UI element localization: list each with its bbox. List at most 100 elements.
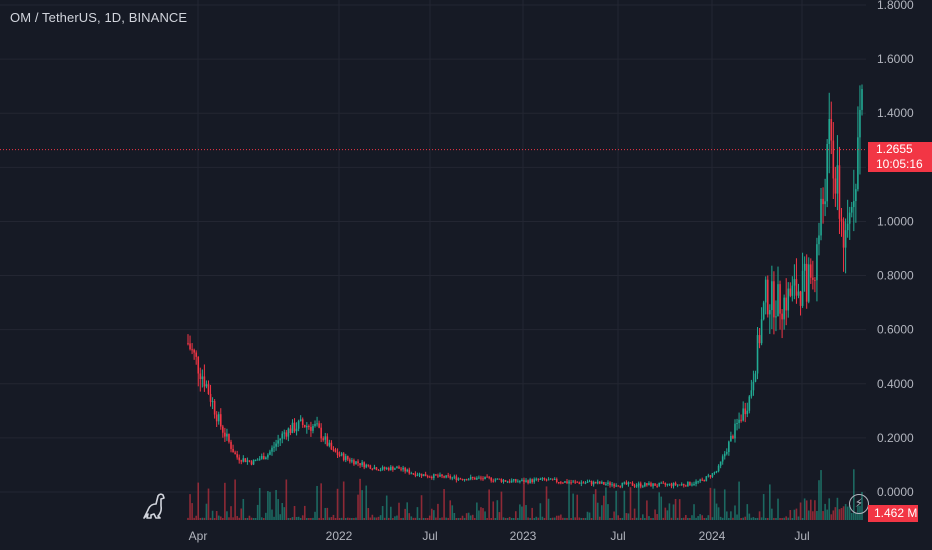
volume-bar bbox=[783, 517, 785, 520]
volume-bar bbox=[265, 512, 267, 520]
volume-bar bbox=[771, 508, 773, 520]
volume-bar bbox=[537, 517, 540, 520]
volume-bar bbox=[271, 509, 273, 520]
y-tick-label: 0.4000 bbox=[877, 377, 914, 391]
volume-bar bbox=[367, 507, 370, 520]
candle-body bbox=[844, 230, 847, 248]
volume-bar bbox=[390, 506, 392, 520]
volume-bar bbox=[717, 507, 720, 520]
candle-body bbox=[492, 480, 495, 482]
candle-body bbox=[549, 478, 552, 480]
volume-bar bbox=[629, 487, 632, 520]
candle-body bbox=[637, 483, 640, 486]
volume-bar bbox=[205, 503, 208, 520]
candle-body bbox=[387, 467, 390, 471]
volume-bar bbox=[318, 517, 320, 520]
volume-bar bbox=[445, 517, 447, 520]
volume-bar bbox=[592, 494, 595, 520]
candle-body bbox=[256, 459, 259, 461]
candle-body bbox=[355, 461, 357, 465]
volume-bar bbox=[275, 489, 277, 520]
candle-body bbox=[713, 472, 716, 474]
candle-body bbox=[682, 484, 685, 486]
volume-bar bbox=[541, 516, 544, 520]
volume-bar bbox=[346, 517, 349, 520]
candle-body bbox=[734, 423, 736, 439]
candle-body bbox=[230, 441, 232, 449]
candle-body bbox=[658, 482, 660, 486]
candle-body bbox=[578, 482, 581, 484]
volume-bar bbox=[226, 511, 228, 520]
volume-bar bbox=[824, 503, 826, 520]
candle-body bbox=[537, 478, 540, 480]
volume-bar bbox=[461, 515, 464, 520]
volume-bar bbox=[244, 518, 247, 520]
volume-bar bbox=[547, 498, 550, 520]
candle-body bbox=[691, 484, 693, 486]
candle-body bbox=[799, 291, 802, 306]
candle-body bbox=[721, 456, 724, 462]
candle-body bbox=[592, 481, 595, 485]
volume-bar bbox=[396, 515, 398, 520]
volume-bar bbox=[846, 506, 849, 520]
time-axis[interactable]: Apr 2022 Jul 2023 Jul 2024 Jul bbox=[189, 529, 810, 543]
candle-body bbox=[859, 109, 861, 138]
lightning-icon[interactable]: ⚡ bbox=[849, 494, 869, 514]
candle-body bbox=[601, 481, 603, 484]
volume-bar bbox=[207, 488, 210, 520]
candle-body bbox=[310, 427, 312, 431]
volume-bar bbox=[414, 517, 417, 520]
volume-bar bbox=[773, 517, 775, 520]
candle-body bbox=[725, 452, 728, 454]
candle-body bbox=[625, 482, 628, 485]
dinosaur-logo-icon[interactable] bbox=[140, 492, 170, 520]
candle-body bbox=[629, 482, 632, 484]
candle-body bbox=[443, 476, 445, 478]
volume-bar bbox=[211, 510, 214, 520]
candle-body bbox=[697, 481, 699, 483]
candle-body bbox=[420, 473, 423, 477]
volume-bar bbox=[363, 517, 365, 520]
candle-body bbox=[605, 484, 607, 486]
candle-body bbox=[562, 482, 564, 484]
candle-body bbox=[322, 438, 325, 440]
candle-body bbox=[584, 482, 587, 484]
candle-body bbox=[195, 352, 197, 357]
candle-body bbox=[543, 478, 546, 480]
candle-body bbox=[342, 453, 345, 461]
volume-bar bbox=[465, 513, 468, 520]
volume-bar bbox=[404, 508, 406, 520]
candle-body bbox=[418, 473, 421, 475]
volume-bar bbox=[230, 506, 232, 520]
volume-bar bbox=[664, 507, 667, 520]
candle-body bbox=[707, 475, 710, 477]
candle-body bbox=[201, 376, 204, 380]
volume-bar bbox=[723, 489, 726, 520]
volume-bar bbox=[598, 516, 601, 520]
candle-body bbox=[803, 263, 806, 271]
volume-bar bbox=[777, 498, 779, 520]
candle-body bbox=[412, 473, 415, 475]
candle-body bbox=[402, 467, 404, 470]
candle-body bbox=[406, 469, 409, 472]
bar-countdown: 10:05:16 bbox=[876, 156, 923, 171]
volume-bar bbox=[730, 511, 732, 520]
candle-body bbox=[594, 481, 597, 484]
volume-bar bbox=[646, 500, 648, 520]
volume-bar bbox=[830, 514, 833, 520]
volume-bar bbox=[359, 478, 361, 520]
volume-bar bbox=[840, 508, 843, 520]
volume-bar bbox=[219, 516, 222, 520]
candle-body bbox=[215, 414, 218, 422]
y-tick-label: 1.0000 bbox=[877, 214, 914, 228]
candle-body bbox=[574, 481, 576, 483]
volume-bar bbox=[471, 514, 474, 520]
volume-bar bbox=[199, 517, 202, 520]
volume-bar bbox=[553, 517, 556, 520]
volume-bar bbox=[498, 512, 501, 520]
candle-body bbox=[451, 477, 454, 479]
candle-body bbox=[328, 442, 331, 446]
volume-bar bbox=[812, 511, 814, 520]
symbol-title[interactable]: OM / TetherUS, 1D, BINANCE bbox=[10, 10, 188, 25]
